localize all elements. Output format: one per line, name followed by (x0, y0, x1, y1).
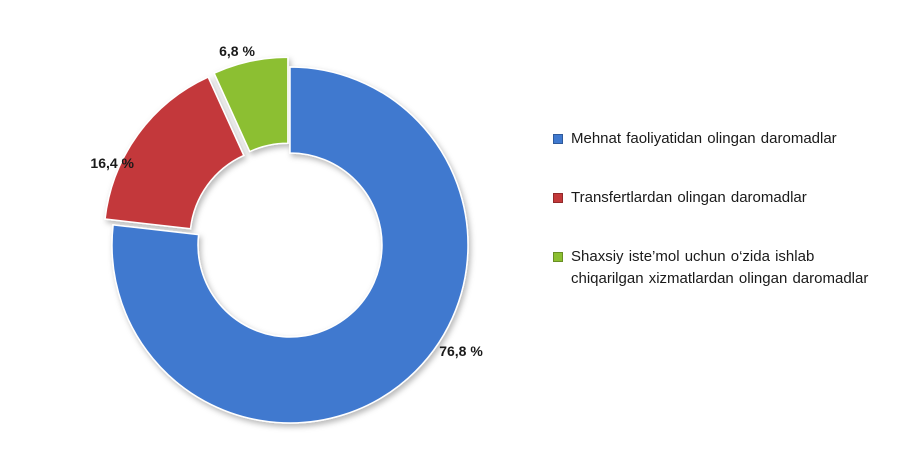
legend-swatch (553, 252, 563, 262)
legend-swatch (553, 134, 563, 144)
donut-slice (213, 56, 289, 153)
legend-label: Transfertlardan olingan daromadlar (571, 189, 807, 206)
data-label: 76,8 % (439, 343, 483, 359)
legend-label: Mehnat faoliyatidan olingan daromadlar (571, 130, 837, 147)
legend-item: Shaxsiy iste’mol uchun o‘zida ishlab chi… (553, 246, 873, 290)
donut-slice (111, 66, 469, 424)
legend-swatch (553, 193, 563, 203)
legend-item: Transfertlardan olingan daromadlar (553, 187, 873, 209)
donut-slice (104, 76, 245, 230)
chart-legend: Mehnat faoliyatidan olingan daromadlar T… (553, 128, 873, 290)
data-label: 16,4 % (90, 155, 134, 171)
legend-label: Shaxsiy iste’mol uchun o‘zida ishlab chi… (571, 248, 869, 287)
data-label: 6,8 % (219, 43, 255, 59)
legend-item: Mehnat faoliyatidan olingan daromadlar (553, 128, 873, 150)
